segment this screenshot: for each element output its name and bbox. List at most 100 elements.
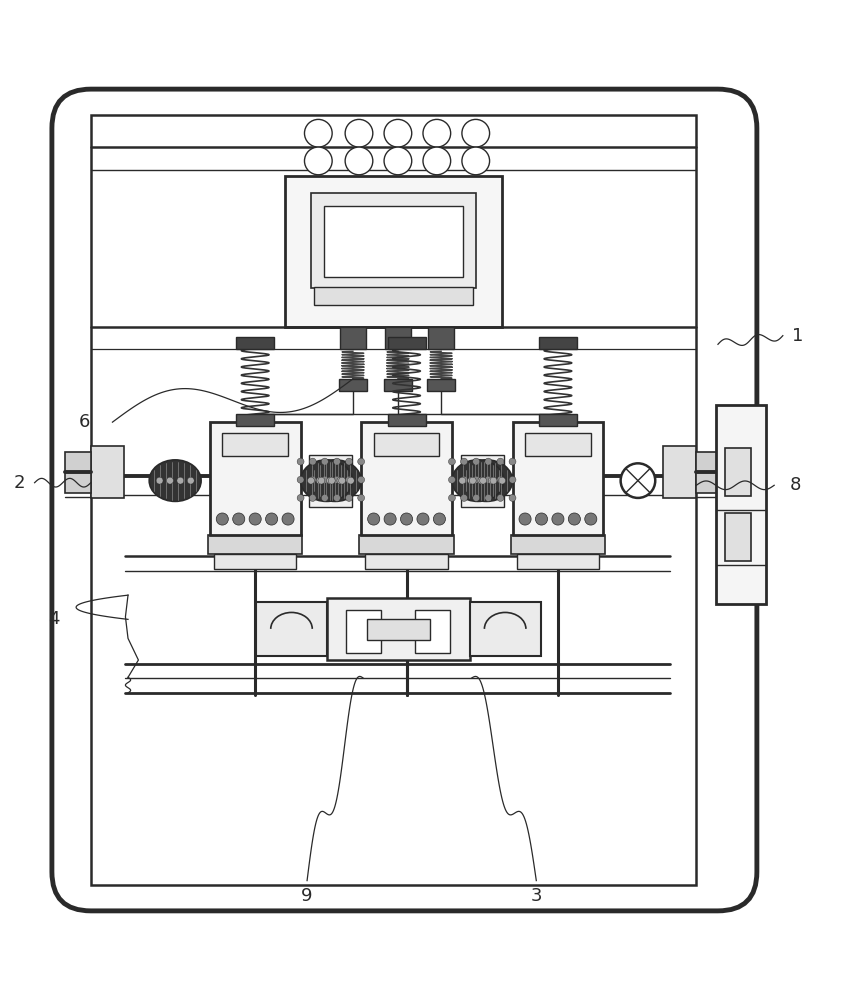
Circle shape (621, 463, 656, 498)
Ellipse shape (452, 460, 503, 501)
Circle shape (497, 476, 503, 483)
Circle shape (490, 477, 497, 484)
Bar (367, 619, 430, 640)
Circle shape (348, 477, 355, 484)
Ellipse shape (301, 460, 353, 501)
Circle shape (358, 476, 365, 483)
Bar (256, 602, 327, 656)
Circle shape (156, 477, 163, 484)
Circle shape (585, 513, 597, 525)
Bar (339, 379, 367, 391)
Bar (385, 327, 411, 349)
Bar (91, 446, 124, 498)
Circle shape (449, 494, 455, 501)
Circle shape (423, 119, 451, 147)
Bar (65, 452, 91, 493)
Bar (222, 433, 288, 456)
Circle shape (216, 513, 228, 525)
Bar (696, 452, 722, 493)
Circle shape (334, 458, 340, 465)
Bar (91, 115, 696, 885)
Text: 8: 8 (790, 476, 802, 494)
Circle shape (462, 147, 490, 175)
Circle shape (310, 458, 317, 465)
Bar (428, 327, 454, 349)
Bar (340, 327, 366, 349)
Bar (327, 598, 470, 660)
Bar (310, 455, 353, 507)
Bar (663, 446, 696, 498)
Bar (215, 554, 297, 569)
Circle shape (468, 477, 474, 484)
Bar (208, 535, 303, 554)
Circle shape (449, 476, 455, 483)
Bar (517, 554, 599, 569)
Circle shape (384, 147, 412, 175)
Circle shape (304, 147, 332, 175)
Bar (346, 610, 381, 653)
Circle shape (282, 513, 294, 525)
Bar (384, 379, 412, 391)
Bar (388, 414, 426, 426)
Bar (725, 513, 751, 561)
Text: 2: 2 (13, 474, 25, 492)
Bar (388, 337, 426, 349)
Bar (324, 206, 463, 277)
Bar (470, 602, 541, 656)
Bar (374, 433, 439, 456)
Circle shape (568, 513, 580, 525)
Bar (510, 535, 606, 554)
Circle shape (462, 119, 490, 147)
Bar (513, 422, 604, 535)
Circle shape (423, 147, 451, 175)
Circle shape (480, 477, 486, 484)
Bar (427, 379, 455, 391)
Circle shape (318, 477, 325, 484)
FancyBboxPatch shape (52, 89, 757, 911)
Circle shape (509, 476, 516, 483)
Circle shape (497, 458, 503, 465)
Circle shape (473, 476, 479, 483)
Ellipse shape (310, 460, 361, 501)
Circle shape (334, 476, 340, 483)
Circle shape (358, 494, 365, 501)
Circle shape (485, 458, 491, 465)
Circle shape (485, 476, 491, 483)
Circle shape (384, 513, 396, 525)
Circle shape (535, 513, 548, 525)
Circle shape (322, 476, 329, 483)
Ellipse shape (461, 460, 513, 501)
Circle shape (400, 513, 413, 525)
Circle shape (317, 477, 323, 484)
Text: 1: 1 (791, 327, 804, 345)
Circle shape (266, 513, 278, 525)
Circle shape (485, 494, 491, 501)
Circle shape (473, 494, 479, 501)
Circle shape (473, 458, 479, 465)
Text: 9: 9 (301, 887, 313, 905)
Circle shape (187, 477, 194, 484)
Circle shape (304, 119, 332, 147)
Circle shape (509, 494, 516, 501)
Circle shape (310, 494, 317, 501)
Circle shape (478, 477, 484, 484)
Bar (415, 610, 450, 653)
Bar (539, 414, 577, 426)
Circle shape (310, 476, 317, 483)
Circle shape (166, 477, 173, 484)
Circle shape (322, 458, 329, 465)
Bar (525, 433, 591, 456)
Circle shape (233, 513, 245, 525)
Text: 6: 6 (79, 413, 91, 431)
Circle shape (298, 494, 304, 501)
Circle shape (358, 458, 365, 465)
Circle shape (509, 458, 516, 465)
Circle shape (488, 477, 495, 484)
Bar (725, 448, 751, 496)
Circle shape (327, 477, 333, 484)
Ellipse shape (149, 460, 201, 501)
Circle shape (336, 477, 343, 484)
Circle shape (334, 494, 340, 501)
Circle shape (322, 494, 329, 501)
Bar (460, 455, 503, 507)
